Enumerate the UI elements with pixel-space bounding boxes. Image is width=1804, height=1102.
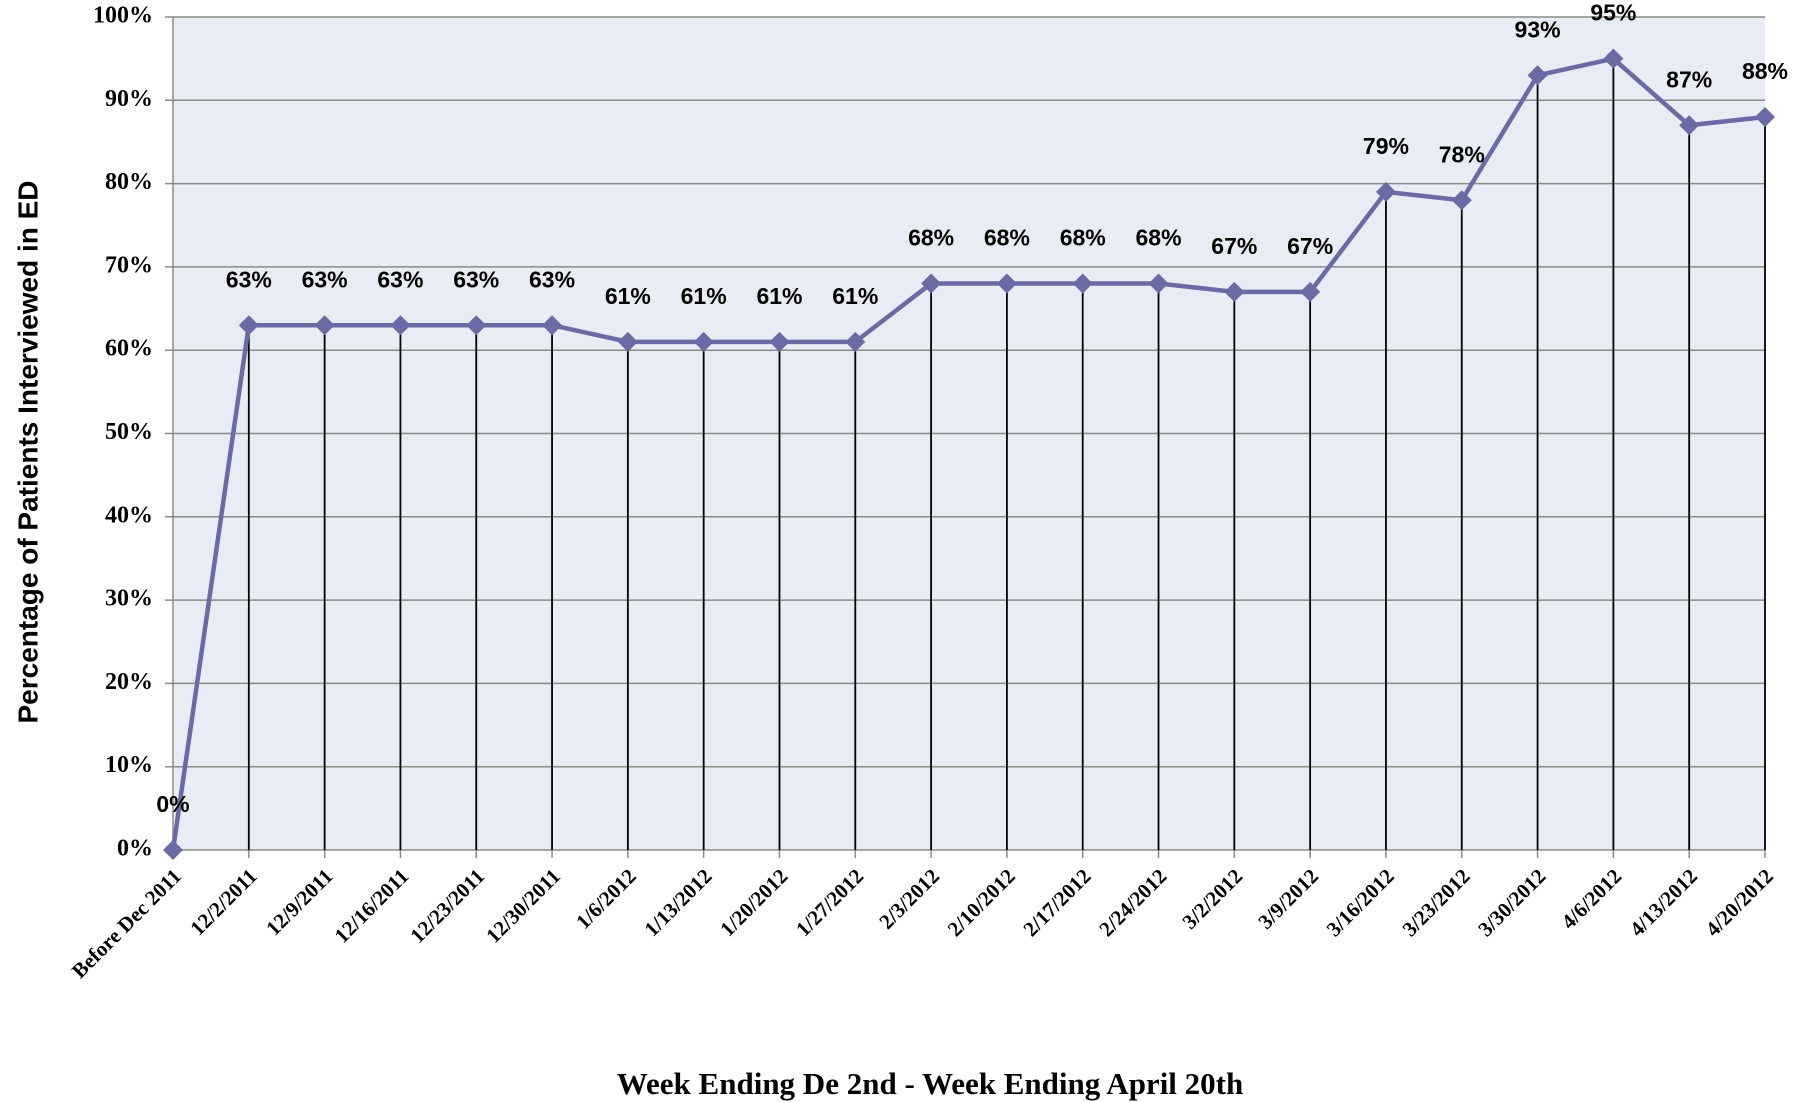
y-tick-label: 70% — [105, 252, 153, 278]
x-tick-label: 12/2/2011 — [185, 864, 261, 940]
marker — [1072, 273, 1093, 294]
x-tick-label: 3/2/2012 — [1178, 864, 1248, 934]
x-tick-label: 2/10/2012 — [943, 864, 1020, 941]
marker — [1224, 281, 1245, 302]
x-tick-label: 3/23/2012 — [1398, 864, 1475, 941]
marker — [466, 315, 487, 336]
data-label: 63% — [377, 266, 423, 292]
marker — [1375, 181, 1396, 202]
data-label: 88% — [1742, 58, 1788, 84]
marker — [390, 315, 411, 336]
marker — [163, 840, 183, 860]
data-label: 61% — [681, 283, 727, 309]
x-tick-label: 1/20/2012 — [715, 864, 792, 941]
x-tick-label: 1/13/2012 — [639, 864, 716, 941]
marker — [1679, 115, 1700, 136]
marker — [1755, 106, 1775, 127]
data-label: 61% — [605, 283, 651, 309]
marker — [1603, 48, 1624, 69]
x-tick-label: 12/30/2011 — [481, 864, 565, 948]
data-label: 63% — [453, 266, 499, 292]
x-tick-label: 4/20/2012 — [1701, 864, 1778, 941]
marker — [996, 273, 1017, 294]
data-label: 79% — [1363, 133, 1409, 159]
x-tick-label: 4/6/2012 — [1557, 864, 1627, 934]
y-tick-label: 30% — [105, 586, 153, 612]
data-label: 63% — [529, 266, 575, 292]
y-tick-label: 100% — [93, 3, 153, 29]
marker — [769, 331, 790, 352]
x-tick-label: 1/27/2012 — [791, 864, 868, 941]
x-tick-label: 12/9/2011 — [261, 864, 337, 940]
data-label: 87% — [1666, 66, 1712, 92]
y-tick-label: 60% — [105, 336, 153, 362]
x-tick-label: 3/9/2012 — [1253, 864, 1323, 934]
marker — [1527, 65, 1548, 86]
marker — [617, 331, 638, 352]
marker — [921, 273, 942, 294]
data-label: 68% — [984, 225, 1030, 251]
x-tick-label: Before Dec 2011 — [67, 864, 186, 983]
y-tick-label: 50% — [105, 419, 153, 445]
data-label: 78% — [1439, 141, 1485, 167]
x-tick-label: 3/16/2012 — [1322, 864, 1399, 941]
x-tick-label: 1/6/2012 — [571, 864, 641, 934]
marker — [1148, 273, 1169, 294]
data-label: 63% — [302, 266, 348, 292]
y-axis-title: Percentage of Patients Interviewed in ED — [12, 180, 43, 723]
marker — [845, 331, 866, 352]
data-label: 0% — [156, 791, 189, 817]
x-tick-label: 12/16/2011 — [330, 864, 414, 948]
data-label: 63% — [226, 266, 272, 292]
data-label: 68% — [1060, 225, 1106, 251]
marker — [693, 331, 714, 352]
y-tick-label: 0% — [117, 836, 153, 862]
marker — [1300, 281, 1321, 302]
data-label: 67% — [1287, 233, 1333, 259]
data-label: 95% — [1590, 0, 1636, 26]
x-tick-label: 2/17/2012 — [1018, 864, 1095, 941]
x-tick-label: 4/13/2012 — [1625, 864, 1702, 941]
x-tick-label: 2/24/2012 — [1094, 864, 1171, 941]
marker — [542, 315, 563, 336]
data-label: 68% — [1136, 225, 1182, 251]
data-label: 93% — [1515, 16, 1561, 42]
x-tick-label: 2/3/2012 — [874, 864, 944, 934]
y-tick-label: 20% — [105, 669, 153, 695]
data-label: 68% — [908, 225, 954, 251]
y-tick-label: 80% — [105, 169, 153, 195]
y-tick-label: 90% — [105, 86, 153, 112]
x-axis-title: Week Ending De 2nd - Week Ending April 2… — [617, 1066, 1243, 1101]
x-tick-label: 12/23/2011 — [405, 864, 489, 948]
data-label: 61% — [756, 283, 802, 309]
marker — [314, 315, 335, 336]
data-line — [170, 56, 1766, 851]
data-label: 61% — [832, 283, 878, 309]
marker — [1451, 190, 1472, 211]
data-label: 67% — [1211, 233, 1257, 259]
marker — [238, 315, 259, 336]
y-tick-label: 40% — [105, 502, 153, 528]
x-tick-label: 3/30/2012 — [1473, 864, 1550, 941]
y-tick-label: 10% — [105, 752, 153, 778]
